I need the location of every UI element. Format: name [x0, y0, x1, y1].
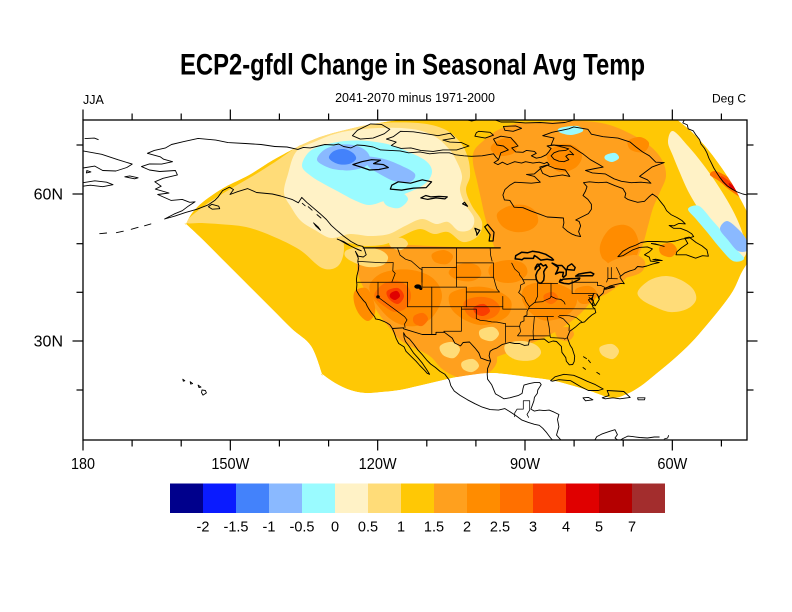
- svg-text:-1: -1: [263, 520, 276, 536]
- svg-text:2.5: 2.5: [490, 520, 510, 536]
- svg-text:180: 180: [71, 456, 95, 473]
- svg-text:4: 4: [562, 520, 570, 536]
- svg-text:150W: 150W: [211, 456, 250, 473]
- svg-text:60N: 60N: [34, 187, 63, 204]
- svg-text:0.5: 0.5: [358, 520, 378, 536]
- svg-text:ECP2-gfdl Change in Seasonal A: ECP2-gfdl Change in Seasonal Avg Temp: [180, 49, 645, 82]
- svg-text:60W: 60W: [657, 456, 688, 473]
- svg-text:Deg C: Deg C: [712, 92, 746, 106]
- svg-text:0: 0: [331, 520, 339, 536]
- svg-text:JJA: JJA: [83, 93, 105, 107]
- svg-text:2: 2: [463, 520, 471, 536]
- svg-text:7: 7: [628, 520, 636, 536]
- svg-text:1.5: 1.5: [424, 520, 444, 536]
- svg-text:30N: 30N: [34, 334, 63, 351]
- svg-text:1: 1: [397, 520, 405, 536]
- svg-text:2041-2070 minus 1971-2000: 2041-2070 minus 1971-2000: [335, 91, 495, 105]
- svg-text:120W: 120W: [359, 456, 398, 473]
- svg-text:-2: -2: [197, 520, 210, 536]
- svg-text:5: 5: [595, 520, 603, 536]
- svg-text:-0.5: -0.5: [290, 520, 315, 536]
- svg-text:90W: 90W: [510, 456, 541, 473]
- svg-text:3: 3: [529, 520, 537, 536]
- svg-text:-1.5: -1.5: [224, 520, 249, 536]
